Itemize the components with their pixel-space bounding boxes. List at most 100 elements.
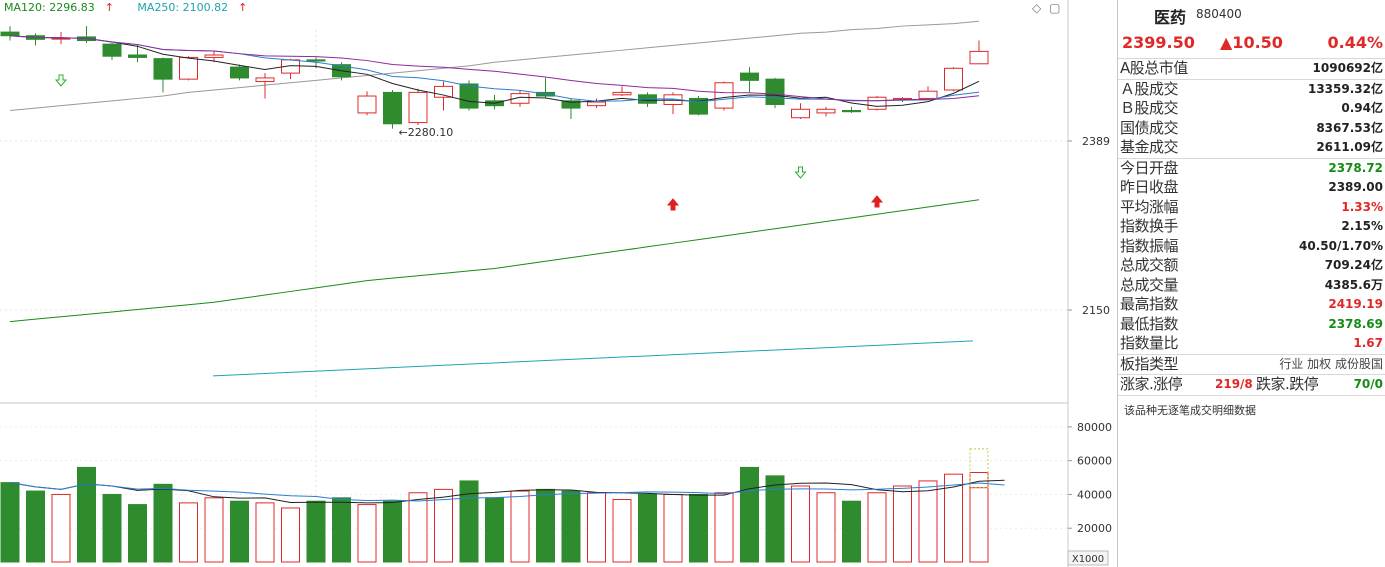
volume-bar [689, 493, 708, 563]
stat-value: 2378.69 [1328, 316, 1383, 331]
volume-bar [842, 500, 861, 563]
stat-value: 2611.09亿 [1316, 140, 1383, 154]
updown-row: 涨家.涨停 219/8 跌家.跌停 70/0 [1118, 375, 1385, 396]
volume-bar [281, 507, 300, 563]
volume-bar [587, 492, 606, 563]
stat-row: 平均涨幅 1.33% [1118, 198, 1385, 218]
candle-body [944, 67, 963, 91]
candle-body [230, 66, 249, 79]
candle-body [357, 95, 377, 114]
stat-value: 2419.19 [1328, 297, 1383, 311]
stat-row: A股总市值 1090692亿 [1118, 59, 1385, 80]
down-count-label: 跌家.跌停 [1256, 375, 1319, 393]
chart-controls: ◇ ▢ [1032, 1, 1064, 15]
candle-body [612, 91, 632, 96]
volume-bar [485, 497, 504, 563]
stat-label: Ａ股成交 [1120, 79, 1179, 98]
stat-row: 昨日收盘 2389.00 [1118, 178, 1385, 198]
ma-long-line [9, 199, 980, 323]
volume-ma5-line [9, 479, 1005, 504]
stat-value: 8367.53亿 [1316, 120, 1383, 135]
volume-bar [816, 492, 836, 563]
volume-tick-label: 80000 [1077, 421, 1112, 434]
stat-value: 1.33% [1341, 199, 1383, 214]
stat-value: 2.15% [1341, 219, 1383, 233]
candle-body [791, 108, 810, 119]
candle-body [153, 58, 173, 80]
volume-bar [255, 502, 275, 563]
candle-body [102, 43, 122, 57]
ma20-line [9, 35, 980, 102]
index-code: 880400 [1196, 7, 1242, 21]
down-count-value: 70/0 [1353, 377, 1383, 391]
price-change: ▲10.50 [1220, 33, 1283, 52]
stat-label: 昨日收盘 [1120, 178, 1179, 196]
volume-unit-box [1067, 550, 1109, 566]
index-type-label: 板指类型 [1120, 354, 1179, 373]
stat-label: 总成交量 [1120, 275, 1179, 294]
volume-bar [51, 493, 71, 563]
volume-bar [714, 492, 734, 563]
candle-body [689, 97, 708, 115]
candle-body [918, 90, 938, 99]
quote-panel: 医药 880400 2399.50 ▲10.50 0.44% A股总市值 1090… [1117, 0, 1385, 567]
candle-body [128, 54, 147, 58]
ma120-label: MA120: 2296.83 ↑ [4, 1, 114, 14]
square-icon[interactable]: ▢ [1049, 1, 1061, 15]
stat-row: 最低指数 2378.69 [1118, 315, 1385, 335]
stat-row: 指数换手 2.15% [1118, 217, 1385, 237]
volume-bar [0, 482, 20, 563]
up-count-value: 219/8 [1215, 377, 1253, 391]
kline-chart[interactable]: 2389 2150 80000 60000 40000 20000 X1000 ←2280.1… [0, 0, 1117, 567]
red-up-arrow-icon [666, 198, 680, 211]
index-type-value[interactable]: 行业 加权 成份股国 [1279, 356, 1383, 371]
volume-bar [357, 504, 377, 563]
candle-body [510, 93, 530, 104]
volume-bar [944, 473, 963, 563]
stat-label: 指数振幅 [1120, 236, 1179, 255]
kline-chart-area[interactable]: 2389 2150 80000 60000 40000 20000 X1000 ←2280.1… [0, 0, 1117, 567]
index-name: 医药 [1154, 8, 1187, 27]
candle-body [179, 56, 198, 80]
stat-label: 最高指数 [1120, 295, 1179, 313]
candle-body [408, 91, 428, 124]
volume-bar [893, 485, 912, 563]
stat-label: 基金成交 [1120, 138, 1179, 156]
stat-label: 最低指数 [1120, 314, 1179, 333]
volume-bar [459, 480, 479, 563]
stat-label: 指数量比 [1120, 334, 1179, 352]
candle-body [204, 54, 224, 58]
ma250-line [212, 340, 974, 377]
stat-row: Ａ股成交 13359.32亿 [1118, 80, 1385, 100]
ma5-line [9, 35, 980, 107]
volume-bar [383, 500, 402, 563]
volume-bar [77, 466, 96, 563]
stat-label: 国债成交 [1120, 118, 1179, 137]
stat-row: 总成交额 709.24亿 [1118, 256, 1385, 276]
volume-bar [561, 490, 581, 563]
stat-label: 平均涨幅 [1120, 197, 1179, 216]
stat-row: 指数振幅 40.50/1.70% [1118, 237, 1385, 257]
volume-bar [612, 499, 632, 563]
candle-body [765, 78, 785, 105]
candle-body [459, 83, 479, 109]
diamond-icon[interactable]: ◇ [1032, 1, 1042, 15]
candle-body [842, 110, 861, 113]
volume-bar [663, 493, 683, 563]
stat-label: 今日开盘 [1120, 158, 1179, 177]
volume-bar [867, 492, 887, 563]
volume-bar [153, 483, 173, 563]
stat-value: 4385.6万 [1324, 277, 1383, 292]
stat-value: 2378.72 [1328, 160, 1383, 175]
stat-label: Ｂ股成交 [1120, 99, 1179, 117]
stat-value: 40.50/1.70% [1299, 238, 1383, 253]
panel-header: 医药 880400 [1118, 0, 1385, 30]
candle-body [434, 85, 453, 98]
up-arrow-icon: ↑ [238, 1, 248, 14]
price-tick-label: 2389 [1082, 135, 1110, 148]
candle-body [587, 101, 606, 107]
no-tick-data-note: 该品种无逐笔成交明细数据 [1124, 403, 1256, 417]
red-up-arrow-icon [870, 195, 884, 208]
candle-body [816, 108, 836, 114]
candle-body [969, 50, 989, 65]
